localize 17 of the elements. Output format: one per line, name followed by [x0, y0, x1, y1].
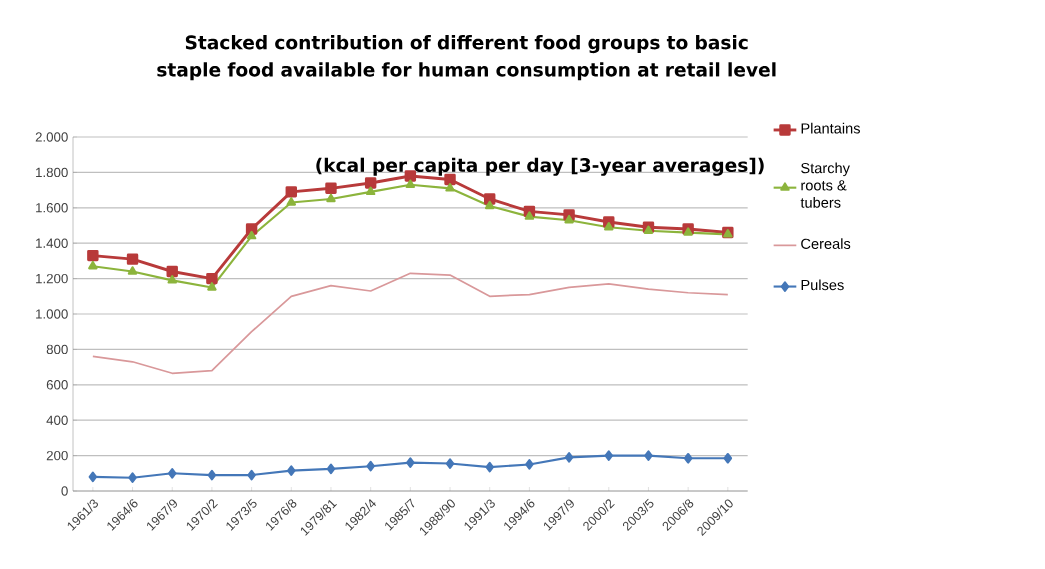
- y-tick-label: 1.600: [36, 203, 68, 213]
- y-tick-label: 400: [46, 415, 68, 425]
- y-tick-label: 2.000: [35, 132, 68, 142]
- legend-label: Plantains: [801, 122, 860, 134]
- y-tick-label: 0: [61, 486, 68, 496]
- text: (kcal per capita per day [3-year averages]): [316, 157, 764, 176]
- legend-label: Cereals: [801, 238, 851, 249]
- y-tick-label: 1.800: [36, 167, 68, 178]
- y-tick-label: 1.200: [36, 273, 68, 284]
- y-tick-label: 200: [46, 450, 68, 461]
- legend-label: Starchy roots & tubers: [800, 162, 850, 208]
- y-tick-label: 1.400: [36, 238, 68, 248]
- y-tick-label: 600: [46, 380, 68, 390]
- legend-label: Pulses: [801, 279, 844, 291]
- chart-title: Stacked contribution of different food groups to basic staple food available for human consumption at retail level: [157, 35, 776, 81]
- y-tick-label: 1.000: [36, 309, 68, 319]
- y-tick-label: 800: [46, 344, 68, 355]
